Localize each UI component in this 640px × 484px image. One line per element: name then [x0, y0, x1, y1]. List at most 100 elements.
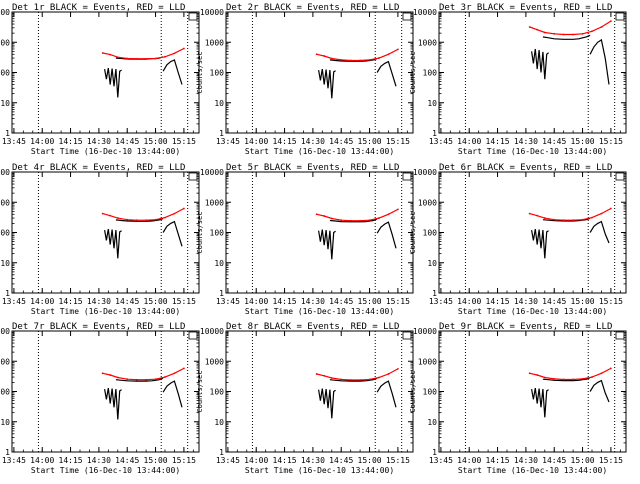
lld-data-point — [135, 57, 138, 60]
y-tick-label: 1 — [219, 448, 224, 457]
lld-data-point — [145, 378, 148, 381]
y-tick-label: 1 — [5, 448, 10, 457]
lld-data-point — [340, 219, 343, 222]
lld-data-point — [173, 52, 176, 55]
legend-box — [188, 331, 198, 340]
lld-data-point — [368, 378, 371, 381]
chart-title: Det 4r BLACK = Events, RED = LLD — [12, 163, 185, 173]
lld-data-point — [572, 33, 575, 36]
y-tick-label: 1 — [219, 129, 224, 138]
x-tick-label: 14:00 — [30, 137, 54, 146]
lld-data-point — [553, 218, 556, 221]
x-tick-label: 14:45 — [542, 456, 566, 465]
lld-series-line — [316, 208, 399, 222]
x-axis-label: Start Time (16-Dec-10 13:44:00) — [31, 147, 180, 156]
events-series-line — [318, 69, 336, 99]
y-axis-label: Counts/sec — [196, 51, 204, 93]
lld-data-point — [609, 367, 612, 370]
x-tick-label: 14:15 — [59, 456, 83, 465]
x-tick-label: 15:15 — [172, 456, 196, 465]
x-tick-label: 14:15 — [486, 456, 510, 465]
x-tick-label: 13:45 — [429, 137, 453, 146]
lld-data-point — [378, 376, 380, 379]
x-tick-label: 14:30 — [514, 137, 538, 146]
lld-data-point — [572, 219, 575, 222]
y-tick-label: 100 — [0, 69, 10, 78]
chart-panel: Det 2r BLACK = Events, RED = LLD 1 10 100 10… — [196, 3, 414, 156]
y-tick-label: 10000 — [413, 327, 437, 336]
lld-data-point — [154, 218, 157, 221]
lld-data-point — [536, 374, 539, 376]
chart-title: Det 2r BLACK = Events, RED = LLD — [226, 3, 399, 13]
events-series-line — [318, 388, 336, 419]
events-series-line — [104, 67, 122, 98]
x-tick-label: 13:45 — [2, 137, 26, 146]
events-series-line — [162, 59, 183, 85]
lld-data-point — [109, 374, 112, 376]
lld-data-point — [562, 33, 565, 36]
y-axis-label: Counts/sec — [196, 370, 204, 412]
y-tick-label: 100 — [423, 69, 438, 78]
lld-series-line — [316, 48, 399, 62]
x-tick-label: 14:00 — [457, 297, 481, 306]
y-tick-label: 1000 — [205, 198, 224, 207]
lld-data-point — [396, 48, 399, 51]
events-series-line — [329, 218, 378, 223]
chart-title: Det 1r BLACK = Events, RED = LLD — [12, 3, 185, 13]
legend-box — [402, 12, 412, 21]
chart-title: Det 6r BLACK = Events, RED = LLD — [439, 163, 612, 173]
x-tick-label: 13:45 — [216, 456, 240, 465]
lld-data-point — [600, 26, 603, 28]
lld-data-point — [581, 32, 584, 35]
x-tick-label: 14:15 — [486, 297, 510, 306]
x-tick-label: 14:00 — [457, 456, 481, 465]
lld-data-point — [609, 207, 612, 210]
lld-data-point — [154, 57, 157, 60]
events-series-line — [376, 60, 397, 87]
lld-data-point — [359, 219, 362, 222]
chart-panel: Det 5r BLACK = Events, RED = LLD 1 10 100 10… — [196, 163, 414, 316]
lld-data-point — [145, 57, 148, 60]
events-series-line — [589, 379, 610, 403]
x-tick-label: 14:30 — [87, 456, 111, 465]
chart-title: Det 7r BLACK = Events, RED = LLD — [12, 322, 185, 332]
x-axis-label: Start Time (16-Dec-10 13:44:00) — [245, 466, 394, 475]
chart-title: Det 8r BLACK = Events, RED = LLD — [226, 322, 399, 332]
chart-title: Det 5r BLACK = Events, RED = LLD — [226, 163, 399, 173]
x-axis-label: Start Time (16-Dec-10 13:44:00) — [245, 307, 394, 316]
y-tick-label: 10000 — [200, 168, 224, 177]
x-tick-label: 15:00 — [144, 137, 168, 146]
lld-data-point — [572, 378, 575, 381]
chart-panel: Det 4r BLACK = Events, RED = LLD 1 10 100 10… — [0, 163, 200, 316]
lld-data-point — [528, 26, 531, 28]
lld-data-point — [368, 219, 371, 222]
y-axis-label: Counts/sec — [409, 211, 417, 253]
lld-data-point — [116, 217, 119, 219]
lld-data-point — [182, 367, 185, 370]
y-tick-label: 1000 — [0, 198, 10, 207]
events-series-line — [376, 380, 397, 408]
x-tick-label: 15:00 — [571, 456, 595, 465]
x-tick-label: 15:15 — [386, 297, 410, 306]
lld-data-point — [109, 214, 112, 217]
lld-data-point — [135, 378, 138, 381]
lld-data-point — [173, 372, 176, 375]
legend-box — [615, 12, 625, 21]
lld-data-point — [543, 376, 546, 379]
lld-data-point — [315, 53, 318, 56]
lld-data-point — [164, 55, 166, 58]
lld-data-point — [164, 376, 166, 378]
x-tick-label: 14:15 — [486, 137, 510, 146]
y-tick-label: 10000 — [413, 168, 437, 177]
y-tick-label: 10 — [427, 99, 437, 108]
events-series-line — [104, 229, 122, 259]
y-axis-label: Counts/sec — [409, 370, 417, 412]
lld-data-point — [536, 214, 539, 217]
events-series-line — [162, 220, 183, 247]
x-tick-label: 15:15 — [599, 297, 623, 306]
chart-panel: Det 6r BLACK = Events, RED = LLD 1 10 100 10… — [409, 163, 627, 316]
y-tick-label: 1 — [432, 129, 437, 138]
x-tick-label: 14:15 — [273, 456, 297, 465]
x-axis-label: Start Time (16-Dec-10 13:44:00) — [458, 147, 607, 156]
